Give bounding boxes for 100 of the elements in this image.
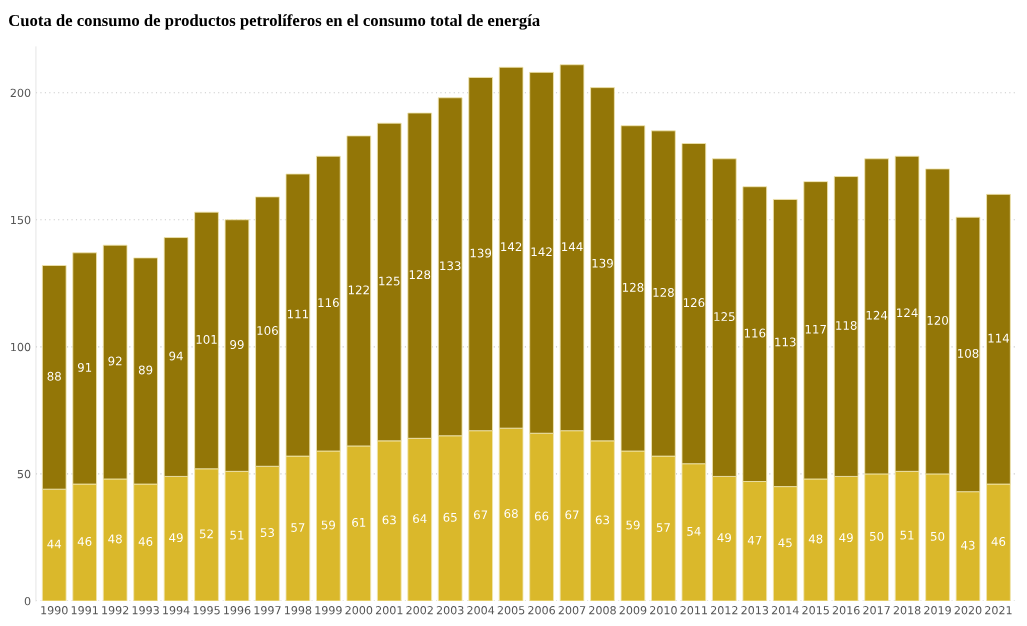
data-label: 57 — [291, 523, 305, 532]
data-label: 142 — [501, 242, 522, 251]
data-label: 68 — [504, 509, 518, 518]
data-label: 116 — [318, 298, 339, 308]
y-tick-label: 0 — [24, 596, 31, 606]
data-label: 65 — [443, 512, 457, 522]
data-label: 139 — [470, 248, 492, 258]
data-label: 66 — [534, 511, 549, 521]
data-label: 91 — [77, 362, 92, 372]
data-label: 45 — [778, 538, 792, 548]
data-label: 88 — [47, 371, 61, 381]
x-tick-label: 2008 — [589, 606, 616, 615]
data-label: 122 — [348, 285, 369, 295]
x-tick-label: 2005 — [497, 606, 525, 615]
data-label: 108 — [958, 348, 979, 358]
x-tick-label: 1991 — [71, 606, 98, 615]
data-label: 125 — [379, 276, 400, 286]
data-label: 51 — [230, 530, 244, 540]
data-label: 67 — [473, 510, 488, 520]
data-label: 120 — [927, 315, 949, 325]
data-label: 47 — [747, 535, 762, 545]
data-label: 51 — [900, 530, 914, 540]
data-label: 111 — [287, 309, 309, 319]
data-label: 49 — [717, 533, 731, 543]
x-tick-label: 1999 — [315, 606, 342, 615]
data-label: 50 — [930, 531, 945, 541]
data-label: 54 — [687, 526, 701, 536]
x-tick-label: 2013 — [741, 606, 769, 615]
x-tick-label: 2007 — [558, 606, 586, 615]
x-tick-label: 1990 — [41, 606, 68, 615]
data-label: 52 — [199, 529, 213, 539]
data-label: 48 — [108, 534, 122, 544]
y-tick-label: 100 — [11, 342, 31, 352]
data-label: 43 — [961, 540, 975, 550]
data-label: 92 — [108, 356, 122, 366]
data-label: 128 — [409, 270, 431, 280]
data-label: 89 — [138, 365, 153, 375]
data-label: 63 — [382, 515, 396, 525]
x-tick-label: 2018 — [893, 606, 921, 615]
x-tick-label: 2010 — [650, 606, 677, 615]
x-tick-label: 1998 — [284, 606, 312, 615]
data-label: 46 — [991, 537, 1006, 546]
data-label: 117 — [805, 324, 826, 334]
x-tick-label: 2002 — [406, 606, 433, 615]
data-label: 48 — [808, 534, 823, 544]
data-label: 124 — [897, 308, 918, 318]
data-label: 57 — [656, 523, 670, 532]
data-label: 128 — [653, 287, 674, 297]
data-label: 61 — [352, 517, 366, 527]
data-label: 144 — [562, 242, 583, 251]
data-label: 124 — [866, 310, 888, 320]
x-tick-label: 2012 — [711, 606, 738, 615]
data-label: 50 — [870, 531, 884, 541]
data-label: 46 — [138, 537, 153, 546]
y-tick-label: 200 — [10, 88, 31, 98]
data-label: 114 — [988, 333, 1010, 343]
x-tick-label: 2006 — [528, 606, 556, 615]
x-tick-label: 2000 — [345, 606, 373, 615]
data-label: 116 — [744, 328, 766, 338]
data-label: 63 — [595, 515, 610, 525]
data-label: 46 — [77, 537, 92, 546]
data-label: 142 — [531, 247, 552, 257]
x-tick-label: 2017 — [863, 606, 890, 615]
x-tick-label: 2003 — [436, 606, 464, 615]
data-label: 44 — [47, 539, 62, 549]
x-tick-label: 1993 — [132, 606, 159, 615]
x-tick-label: 2011 — [680, 606, 707, 615]
x-tick-label: 1995 — [193, 606, 220, 615]
data-label: 53 — [260, 528, 274, 538]
x-tick-label: 2015 — [802, 606, 829, 615]
x-tick-label: 2004 — [467, 606, 495, 615]
data-label: 128 — [622, 282, 644, 292]
chart-title: Cuota de consumo de productos petrolíferos en el consumo total de energía — [9, 14, 540, 30]
x-tick-label: 1997 — [254, 606, 281, 615]
data-label: 139 — [592, 258, 613, 268]
data-label: 133 — [440, 261, 461, 271]
data-label: 59 — [626, 520, 640, 530]
data-label: 59 — [321, 520, 336, 530]
data-label: 106 — [257, 326, 278, 335]
x-tick-label: 2021 — [985, 606, 1012, 615]
data-label: 99 — [230, 340, 244, 349]
data-label: 64 — [413, 514, 427, 524]
y-tick-label: 50 — [17, 469, 31, 479]
data-label: 125 — [714, 312, 735, 322]
data-label: 126 — [683, 298, 705, 308]
data-label: 113 — [775, 337, 796, 347]
x-tick-label: 1992 — [102, 606, 129, 615]
data-label: 49 — [839, 533, 853, 543]
data-label: 67 — [565, 510, 579, 520]
x-tick-label: 1994 — [163, 606, 190, 615]
y-tick-label: 150 — [11, 215, 31, 225]
x-tick-label: 2014 — [771, 606, 799, 615]
data-label: 49 — [169, 533, 183, 543]
x-tick-label: 2020 — [954, 606, 982, 615]
x-tick-label: 2016 — [832, 606, 860, 615]
x-tick-label: 2019 — [924, 606, 951, 615]
x-tick-label: 1996 — [224, 606, 251, 615]
data-label: 101 — [196, 334, 217, 344]
x-tick-label: 2001 — [375, 606, 403, 615]
data-label: 118 — [836, 320, 857, 330]
